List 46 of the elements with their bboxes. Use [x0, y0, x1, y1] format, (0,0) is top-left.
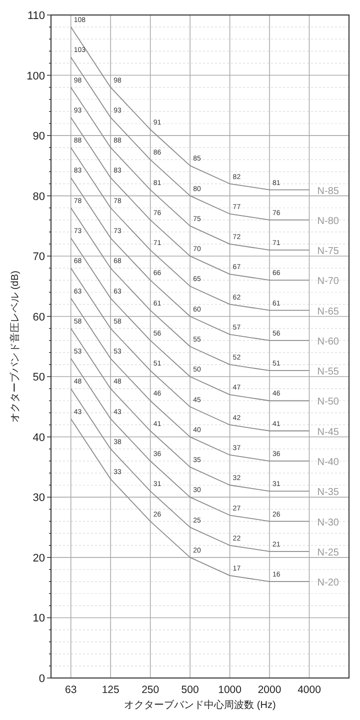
series-label: N-65 — [317, 306, 340, 318]
y-tick-label: 70 — [32, 251, 45, 264]
x-tick-label: 63 — [65, 684, 77, 696]
line-series — [70, 418, 310, 582]
series-label: N-75 — [317, 246, 340, 258]
y-tick-label: 100 — [26, 70, 45, 82]
x-axis-title: オクターブバンド中心周波数 (Hz) — [124, 699, 276, 711]
y-tick-label: 50 — [32, 372, 45, 384]
x-tick-label: 500 — [181, 684, 199, 696]
y-tick-label: 60 — [32, 311, 45, 324]
y-tick-label: 10 — [32, 612, 45, 625]
line-series — [70, 56, 310, 220]
series-label: N-20 — [317, 578, 340, 589]
line-series — [70, 388, 310, 552]
y-tick-label: 40 — [32, 432, 45, 444]
series-label: N-35 — [317, 487, 340, 498]
line-series — [70, 117, 310, 281]
series-label: N-60 — [317, 336, 340, 348]
series-label: N-85 — [317, 186, 340, 197]
series-label: N-55 — [317, 366, 340, 378]
x-tick-label: 1000 — [218, 684, 242, 696]
y-tick-label: 30 — [32, 492, 45, 504]
x-tick-label: 125 — [102, 684, 120, 696]
line-series — [70, 147, 310, 311]
y-tick-label: 20 — [32, 552, 45, 564]
x-tick-label: 250 — [142, 684, 160, 696]
y-axis-title: オクターブバンド音圧レベル (dB) — [9, 270, 21, 422]
line-series — [70, 207, 310, 372]
line-series — [70, 358, 310, 522]
series-label: N-40 — [317, 457, 340, 468]
series-label: N-45 — [317, 426, 340, 438]
y-tick-label: 110 — [27, 10, 45, 22]
series-label: N-70 — [317, 276, 340, 288]
y-tick-label: 80 — [32, 190, 45, 203]
y-tick-label: 0 — [38, 673, 45, 685]
line-series — [70, 86, 310, 251]
y-tick-label: 90 — [32, 130, 45, 143]
series-label: N-30 — [317, 517, 340, 528]
line-series — [70, 238, 310, 402]
x-tick-label: 4000 — [298, 684, 322, 696]
series-label: N-50 — [317, 396, 340, 408]
series-label: N-80 — [317, 216, 340, 227]
series-label: N-25 — [317, 547, 340, 558]
x-tick-label: 2000 — [258, 684, 282, 696]
line-series — [70, 268, 310, 432]
line-series — [70, 26, 310, 190]
